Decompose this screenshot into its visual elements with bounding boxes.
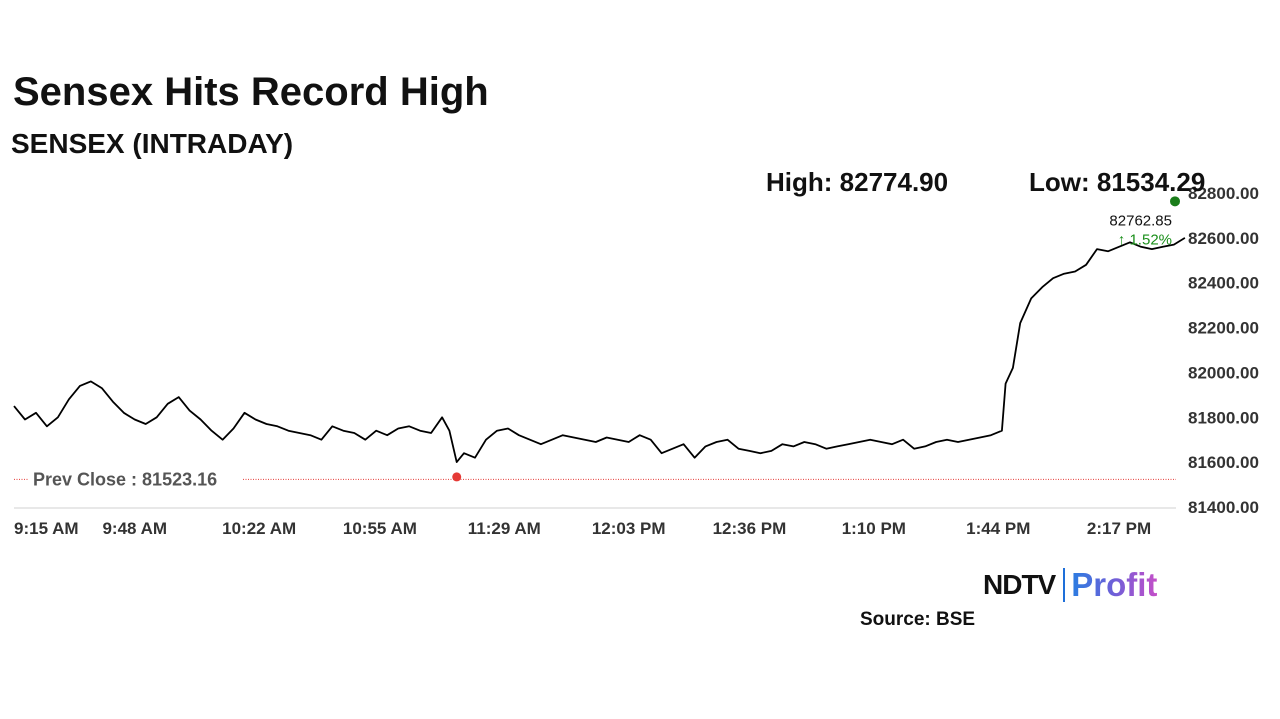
low-value: Low: 81534.29 [1029,167,1206,197]
logo-ndtv-text: NDTV [983,569,1056,600]
change-percent-label: ↑ 1.52% [1118,231,1172,248]
y-tick-label: 82400.00 [1188,274,1259,293]
logo-divider [1063,568,1066,602]
x-tick-label: 10:22 AM [222,519,296,538]
y-tick-label: 82200.00 [1188,319,1259,338]
chart-title: Sensex Hits Record High [13,70,489,114]
x-tick-label: 1:10 PM [842,519,906,538]
x-tick-label: 12:03 PM [592,519,666,538]
y-tick-label: 82800.00 [1188,184,1259,203]
y-tick-label: 82000.00 [1188,363,1259,382]
y-tick-label: 81800.00 [1188,408,1259,427]
y-tick-label: 81600.00 [1188,453,1259,472]
prev-close-label: Prev Close : 81523.16 [33,469,217,489]
last-value-marker [1170,196,1180,207]
x-tick-label: 1:44 PM [966,519,1030,538]
x-tick-label: 2:17 PM [1087,519,1151,538]
x-tick-label: 10:55 AM [343,519,417,538]
x-tick-label: 9:48 AM [102,519,167,538]
x-tick-label: 11:29 AM [468,519,541,538]
high-value: High: 82774.90 [766,167,949,197]
source-label: Source: BSE [860,609,976,630]
x-tick-label: 9:15 AM [14,519,79,538]
x-tick-label: 12:36 PM [713,519,787,538]
ndtv-profit-logo: NDTV Profit [983,566,1157,604]
logo-profit-text: Profit [1071,566,1158,603]
y-tick-label: 82600.00 [1188,229,1259,248]
chart-subtitle: SENSEX (INTRADAY) [11,128,294,159]
day-low-marker [452,472,462,482]
last-value-label: 82762.85 [1109,212,1172,229]
y-tick-label: 81400.00 [1188,498,1259,517]
price-line [13,237,1186,464]
